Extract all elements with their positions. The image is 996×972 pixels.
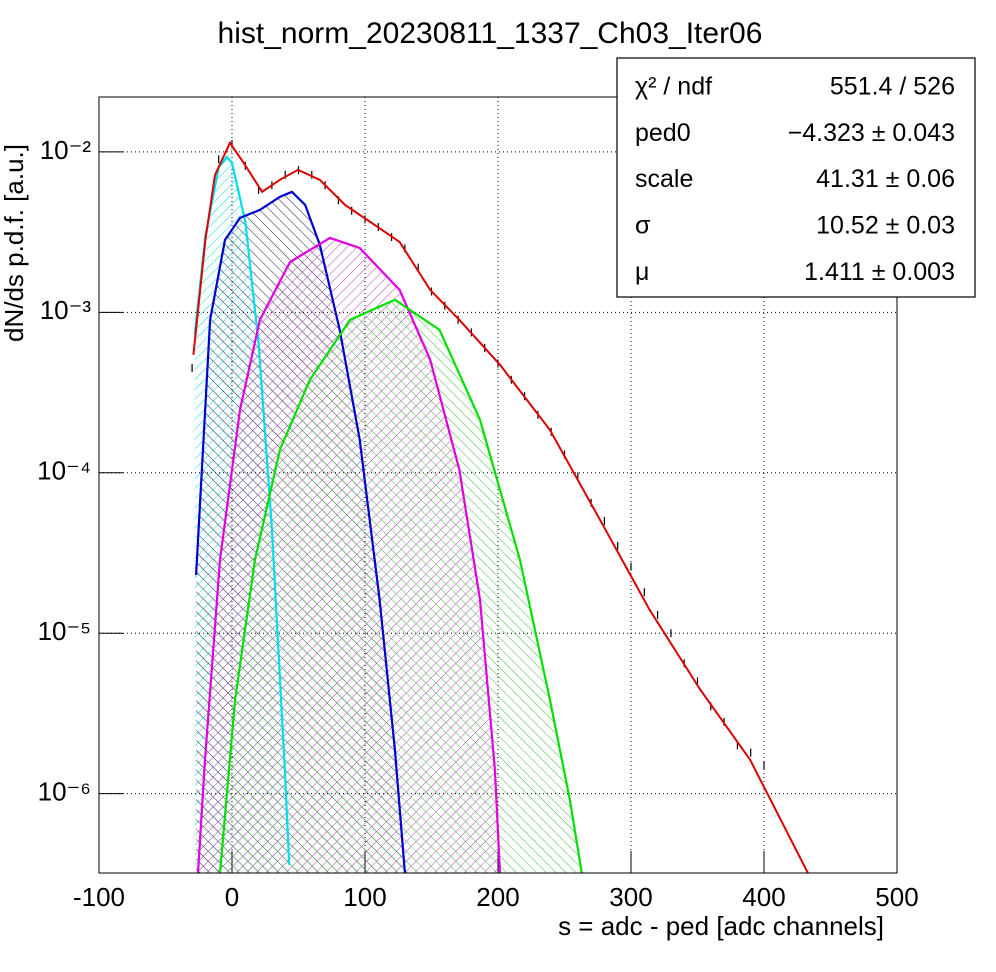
y-tick-label: 10⁻⁶ [38, 776, 91, 806]
plot-area [191, 140, 809, 873]
component-curve [195, 190, 406, 873]
x-tick-label: 400 [742, 882, 785, 912]
chart-title: hist_norm_20230811_1337_Ch03_Iter06 [218, 17, 763, 50]
stats-box [616, 57, 976, 298]
y-tick-label: 10⁻⁵ [38, 616, 91, 646]
x-tick-label: 300 [609, 882, 652, 912]
plot-border [98, 96, 898, 874]
stats-label: χ² / ndf [635, 73, 712, 101]
x-tick-label: 0 [225, 882, 239, 912]
stats-label: μ [635, 258, 649, 286]
y-tick-label: 10⁻² [40, 135, 92, 165]
stats-value: 1.411 ± 0.003 [804, 258, 955, 286]
stats-label: scale [635, 165, 693, 193]
y-axis-label: dN/ds p.d.f. [a.u.] [0, 144, 29, 342]
stats-value: 551.4 / 526 [830, 73, 955, 101]
x-axis-label: s = adc - ped [adc channels] [558, 911, 884, 941]
y-tick-label: 10⁻³ [40, 295, 92, 325]
stats-label: ped0 [635, 119, 691, 147]
fit-curve [192, 140, 809, 873]
x-tick-label: -100 [73, 882, 125, 912]
stats-value: 10.52 ± 0.03 [816, 212, 955, 240]
x-tick-label: 100 [343, 882, 386, 912]
y-tick-label: 10⁻⁴ [37, 456, 91, 486]
stats-value: 41.31 ± 0.06 [816, 165, 955, 193]
stats-value: −4.323 ± 0.043 [788, 119, 955, 147]
x-tick-label: 200 [476, 882, 519, 912]
component-curve [218, 298, 583, 873]
stats-label: σ [635, 212, 651, 240]
x-tick-label: 500 [875, 882, 918, 912]
component-curve [196, 236, 502, 873]
